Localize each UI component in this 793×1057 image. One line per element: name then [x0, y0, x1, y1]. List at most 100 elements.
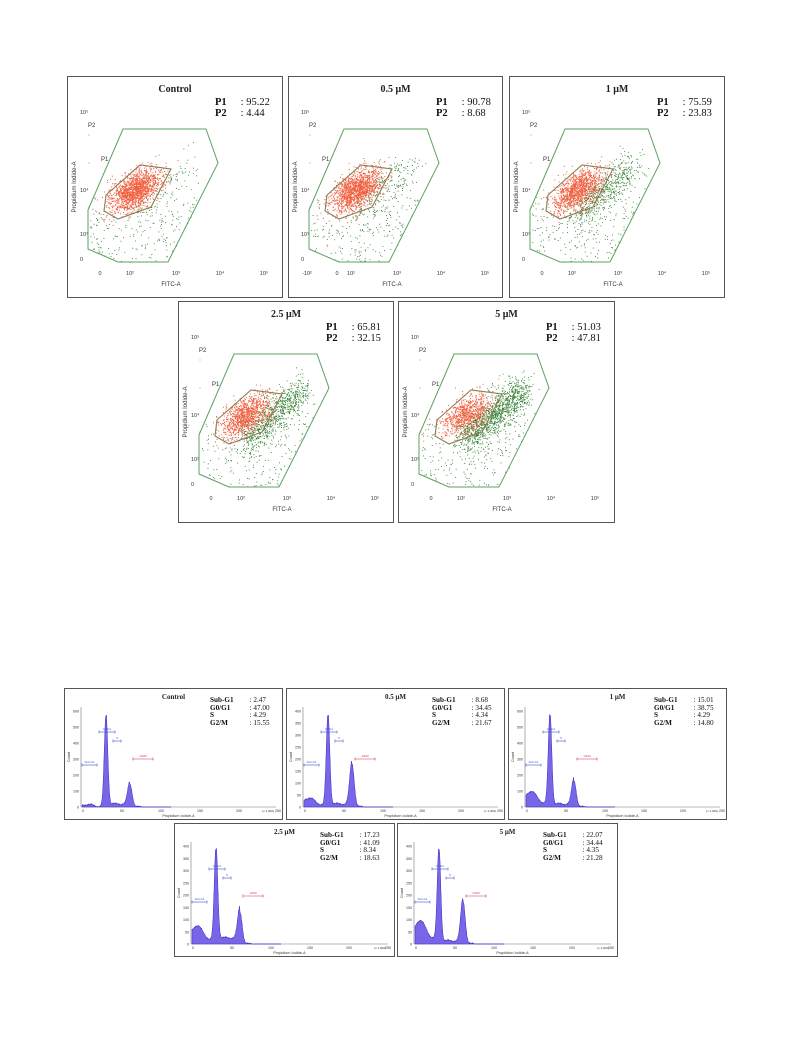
- dot: [553, 201, 555, 203]
- dot: [161, 175, 163, 177]
- dot: [339, 188, 341, 190]
- dot: [140, 184, 142, 186]
- dot: [99, 247, 101, 249]
- dot: [96, 224, 97, 226]
- dot: [134, 180, 136, 182]
- dot: [116, 199, 118, 201]
- dot: [133, 179, 135, 181]
- dot: [116, 254, 118, 255]
- dot: [358, 210, 360, 212]
- dot: [374, 180, 376, 182]
- dot: [141, 192, 143, 194]
- dot: [139, 195, 141, 197]
- dot: [571, 196, 573, 198]
- dot: [113, 192, 115, 194]
- dot: [129, 235, 131, 237]
- dot: [622, 173, 624, 174]
- dot: [140, 184, 142, 186]
- dot: [149, 187, 151, 189]
- dot: [363, 186, 365, 188]
- dot: [356, 191, 357, 192]
- dot: [389, 190, 391, 192]
- dot: [175, 178, 177, 180]
- dot: [338, 187, 339, 189]
- dot: [605, 189, 607, 190]
- dot: [338, 201, 340, 203]
- dot: [560, 206, 561, 208]
- dot: [558, 181, 560, 183]
- dot: [354, 182, 356, 184]
- dot: [368, 186, 370, 188]
- dot: [338, 207, 340, 209]
- dot: [147, 178, 149, 180]
- dot: [171, 211, 173, 213]
- dot: [328, 236, 330, 238]
- dot: [332, 235, 333, 236]
- dot: [134, 196, 136, 198]
- dot: [140, 190, 142, 192]
- dot: [608, 211, 610, 213]
- dot: [575, 214, 577, 216]
- dot: [120, 190, 122, 192]
- dot: [356, 206, 358, 208]
- dot: [572, 198, 574, 200]
- dot: [620, 186, 621, 188]
- dot: [125, 200, 127, 201]
- dot: [579, 180, 580, 182]
- dot: [580, 225, 582, 227]
- dot: [126, 204, 128, 206]
- dot: [108, 224, 110, 225]
- dot: [598, 170, 600, 172]
- dot: [151, 215, 153, 217]
- dot: [132, 247, 134, 249]
- dot: [112, 216, 114, 218]
- dot: [367, 174, 369, 176]
- dot: [134, 178, 136, 180]
- dot: [144, 193, 146, 195]
- dot: [348, 195, 350, 197]
- dot: [614, 190, 616, 192]
- dot: [371, 185, 373, 187]
- dot: [176, 218, 178, 220]
- dot: [569, 203, 571, 205]
- dot: [378, 174, 380, 176]
- dot: [110, 198, 111, 200]
- dot: [543, 216, 545, 217]
- dot: [351, 175, 353, 177]
- dot: [586, 213, 588, 215]
- dot: [149, 177, 150, 179]
- dot: [575, 185, 577, 187]
- dot: [112, 224, 114, 226]
- dot: [574, 194, 576, 195]
- dot: [156, 209, 157, 211]
- dot: [363, 225, 365, 226]
- dot: [549, 234, 551, 236]
- dot: [100, 217, 102, 219]
- dot: [359, 191, 361, 193]
- dot: [587, 178, 589, 180]
- dot: [344, 210, 346, 212]
- dot: [621, 178, 623, 180]
- dot: [150, 188, 152, 190]
- dot: [370, 202, 372, 204]
- dot: [610, 197, 612, 199]
- dot: [158, 181, 160, 183]
- dot: [611, 174, 612, 176]
- dot: [384, 211, 386, 213]
- dot: [364, 177, 366, 179]
- dot: [574, 188, 576, 190]
- dot: [126, 199, 128, 201]
- dot: [365, 224, 367, 226]
- dot: [375, 182, 377, 184]
- dot: [589, 191, 591, 193]
- dot: [338, 186, 340, 188]
- dot: [120, 188, 121, 190]
- dot: [606, 173, 608, 175]
- dot: [332, 199, 334, 201]
- dot: [563, 185, 565, 187]
- dot: [581, 258, 582, 260]
- dot: [592, 191, 594, 193]
- dot: [608, 257, 609, 259]
- dot: [124, 196, 126, 198]
- dot: [590, 193, 592, 195]
